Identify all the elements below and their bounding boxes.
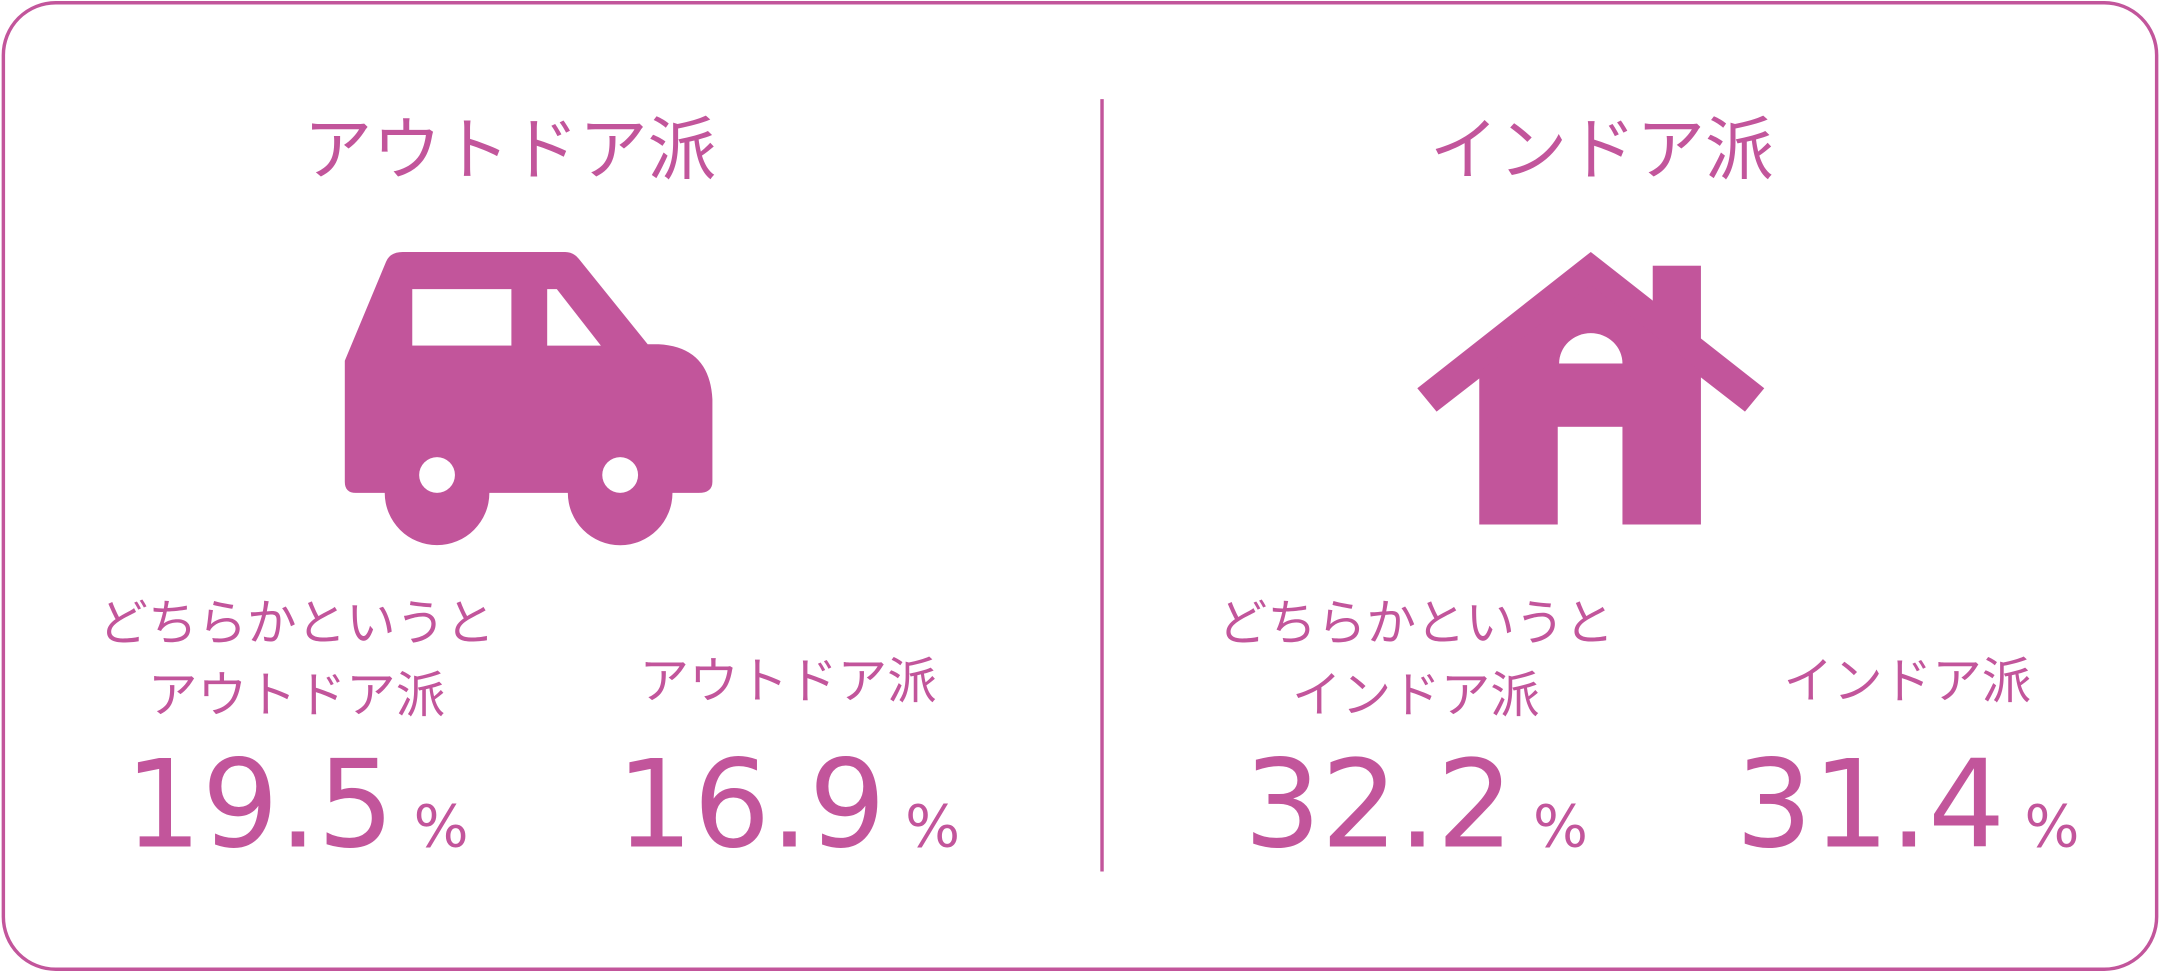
stat: 16.9% xyxy=(616,735,960,876)
section-title: インドア派 xyxy=(1430,110,1774,190)
stat-value: 31.4 xyxy=(1735,735,2005,876)
stat-label: アウトドア派 xyxy=(148,666,445,724)
car-icon xyxy=(344,251,713,546)
house-body xyxy=(1479,284,1701,525)
stat-unit: % xyxy=(414,793,469,861)
car-hub xyxy=(419,457,455,493)
car-hub xyxy=(602,457,639,493)
house-chimney xyxy=(1652,265,1701,349)
house-roof xyxy=(1417,251,1765,412)
car-window xyxy=(547,289,601,346)
stat-unit: % xyxy=(905,793,960,861)
stat-label: どちらかというと xyxy=(1218,594,1614,652)
stat-unit: % xyxy=(2024,793,2079,861)
stat-label: どちらかというと xyxy=(98,594,494,652)
stat-label: インドア派 xyxy=(1784,652,2032,710)
section-title: アウトドア派 xyxy=(304,110,717,190)
house-window xyxy=(1559,333,1623,364)
stat: 32.2% xyxy=(1244,735,1588,876)
car-window xyxy=(412,289,512,346)
stat-label: インドア派 xyxy=(1292,666,1540,724)
stat: 31.4% xyxy=(1735,735,2079,876)
stat: 19.5% xyxy=(125,735,469,876)
stat-value: 19.5 xyxy=(125,735,395,876)
stat-value: 16.9 xyxy=(616,735,886,876)
stat-label: アウトドア派 xyxy=(639,652,936,710)
stat-value: 32.2 xyxy=(1244,735,1514,876)
house-door xyxy=(1557,426,1623,525)
stat-unit: % xyxy=(1533,793,1588,861)
house-icon xyxy=(1417,251,1765,525)
